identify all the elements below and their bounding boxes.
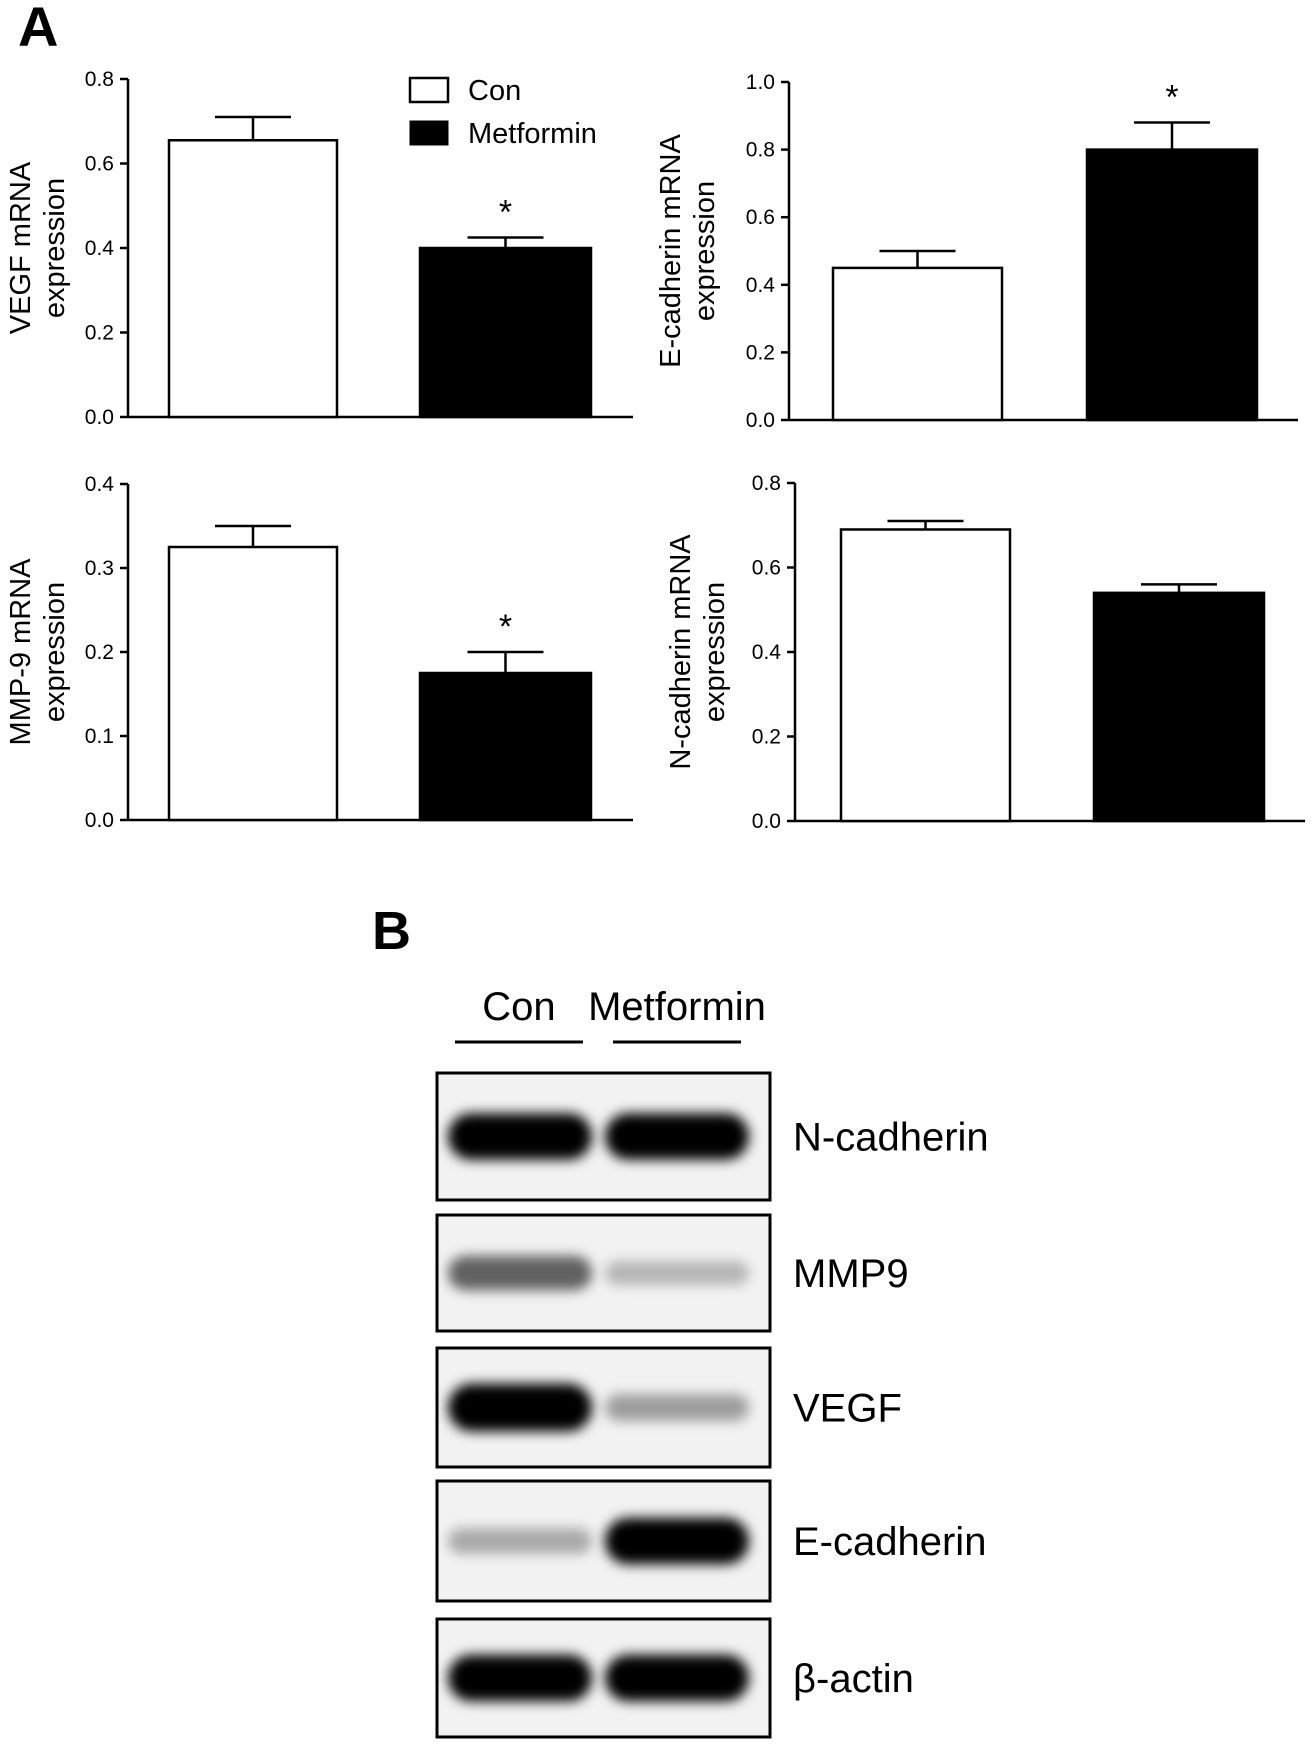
bar-con xyxy=(167,139,339,419)
y-axis-label-line1: MMP-9 mRNA xyxy=(5,558,37,746)
y-axis-label-line2: expression xyxy=(39,582,71,722)
blot-label: E-cadherin xyxy=(793,1520,986,1564)
significance-marker: * xyxy=(1165,79,1178,117)
blot-row: N-cadherin xyxy=(435,1071,989,1202)
band xyxy=(605,1394,749,1421)
y-axis-label-line1: VEGF mRNA xyxy=(5,161,37,334)
blot-row: β-actin xyxy=(435,1617,914,1739)
y-tick-label: 0.2 xyxy=(746,341,775,364)
y-axis-label: E-cadherin mRNA expression xyxy=(655,134,721,368)
y-tick-label: 0.8 xyxy=(746,139,775,162)
blot-label: MMP9 xyxy=(793,1252,909,1296)
panel-a-label: A xyxy=(18,0,59,58)
y-tick-label: 0.0 xyxy=(85,406,114,429)
legend-label-metformin: Metformin xyxy=(468,118,597,150)
blot-row: MMP9 xyxy=(435,1213,909,1333)
legend: Con Metformin xyxy=(408,75,597,150)
bar-metformin xyxy=(1092,591,1266,823)
y-tick-label: 0.0 xyxy=(85,809,114,832)
blot-label: β-actin xyxy=(793,1657,914,1701)
bar-metformin xyxy=(1085,148,1259,422)
chart-2: 0.0 0.2 0.4 0.6 0.8 1.0 E-cadherin mRNA express… xyxy=(655,71,1298,432)
significance-marker: * xyxy=(499,608,512,646)
y-tick-label: 1.0 xyxy=(746,71,775,94)
y-tick-label: 0.4 xyxy=(746,274,776,297)
y-axis-label: VEGF mRNA expression xyxy=(5,161,71,334)
blot-label: N-cadherin xyxy=(793,1116,989,1160)
y-tick-label: 0.8 xyxy=(752,472,781,495)
y-tick-label: 0.4 xyxy=(752,641,782,664)
band xyxy=(605,1654,749,1702)
lane-label-con: Con xyxy=(482,985,555,1029)
y-tick-label: 0.6 xyxy=(85,153,114,176)
band xyxy=(605,1517,749,1565)
y-tick-label: 0.0 xyxy=(746,409,775,432)
y-tick-label: 0.6 xyxy=(746,206,775,229)
y-tick-label: 0.1 xyxy=(85,725,114,748)
y-tick-label: 0.2 xyxy=(85,322,114,345)
legend-swatch-metformin xyxy=(409,120,449,146)
legend-label-con: Con xyxy=(468,75,521,107)
bar-metformin xyxy=(418,246,593,419)
band xyxy=(448,1113,592,1160)
western-blot: Con Metformin N-cadherin MMP9 VEGF E-cadherin… xyxy=(435,985,989,1739)
y-tick-label: 0.0 xyxy=(752,810,781,833)
y-axis-label-line1: E-cadherin mRNA xyxy=(655,134,687,368)
y-tick-label: 0.3 xyxy=(85,557,114,580)
bar-con xyxy=(831,266,1004,422)
chart-1: 0.0 0.2 0.4 0.6 0.8 VEGF mRNA expression * xyxy=(5,68,633,429)
y-axis-label-line2: expression xyxy=(689,181,721,321)
y-tick-label: 0.2 xyxy=(85,641,114,664)
y-tick-label: 0.4 xyxy=(85,473,115,496)
band xyxy=(448,1528,592,1554)
blot-label: VEGF xyxy=(793,1387,902,1431)
blot-row: VEGF xyxy=(435,1346,902,1469)
bar-metformin xyxy=(418,671,593,822)
bar-con xyxy=(167,545,339,822)
bar-con xyxy=(839,528,1012,823)
lane-label-metformin: Metformin xyxy=(588,985,766,1029)
y-tick-label: 0.8 xyxy=(85,68,114,91)
y-tick-label: 0.4 xyxy=(85,237,115,260)
band xyxy=(448,1383,592,1432)
chart-4: 0.0 0.2 0.4 0.6 0.8 N-cadherin mRNA expression xyxy=(665,472,1305,833)
y-axis-label: MMP-9 mRNA expression xyxy=(5,558,71,746)
legend-swatch-con xyxy=(408,76,450,104)
y-tick-label: 0.2 xyxy=(752,726,781,749)
y-axis-label-line2: expression xyxy=(699,582,731,722)
significance-marker: * xyxy=(499,193,512,231)
chart-3: 0.0 0.1 0.2 0.3 0.4 MMP-9 mRNA expression * xyxy=(5,473,633,832)
band xyxy=(448,1255,592,1291)
blot-row: E-cadherin xyxy=(435,1479,986,1603)
y-axis-label-line2: expression xyxy=(39,178,71,318)
band xyxy=(605,1261,749,1285)
panel-b-label: B xyxy=(372,901,411,961)
y-axis-label-line1: N-cadherin mRNA xyxy=(665,534,697,770)
y-tick-label: 0.6 xyxy=(752,557,781,580)
y-axis-label: N-cadherin mRNA expression xyxy=(665,534,731,770)
band xyxy=(448,1654,592,1702)
band xyxy=(605,1113,749,1160)
